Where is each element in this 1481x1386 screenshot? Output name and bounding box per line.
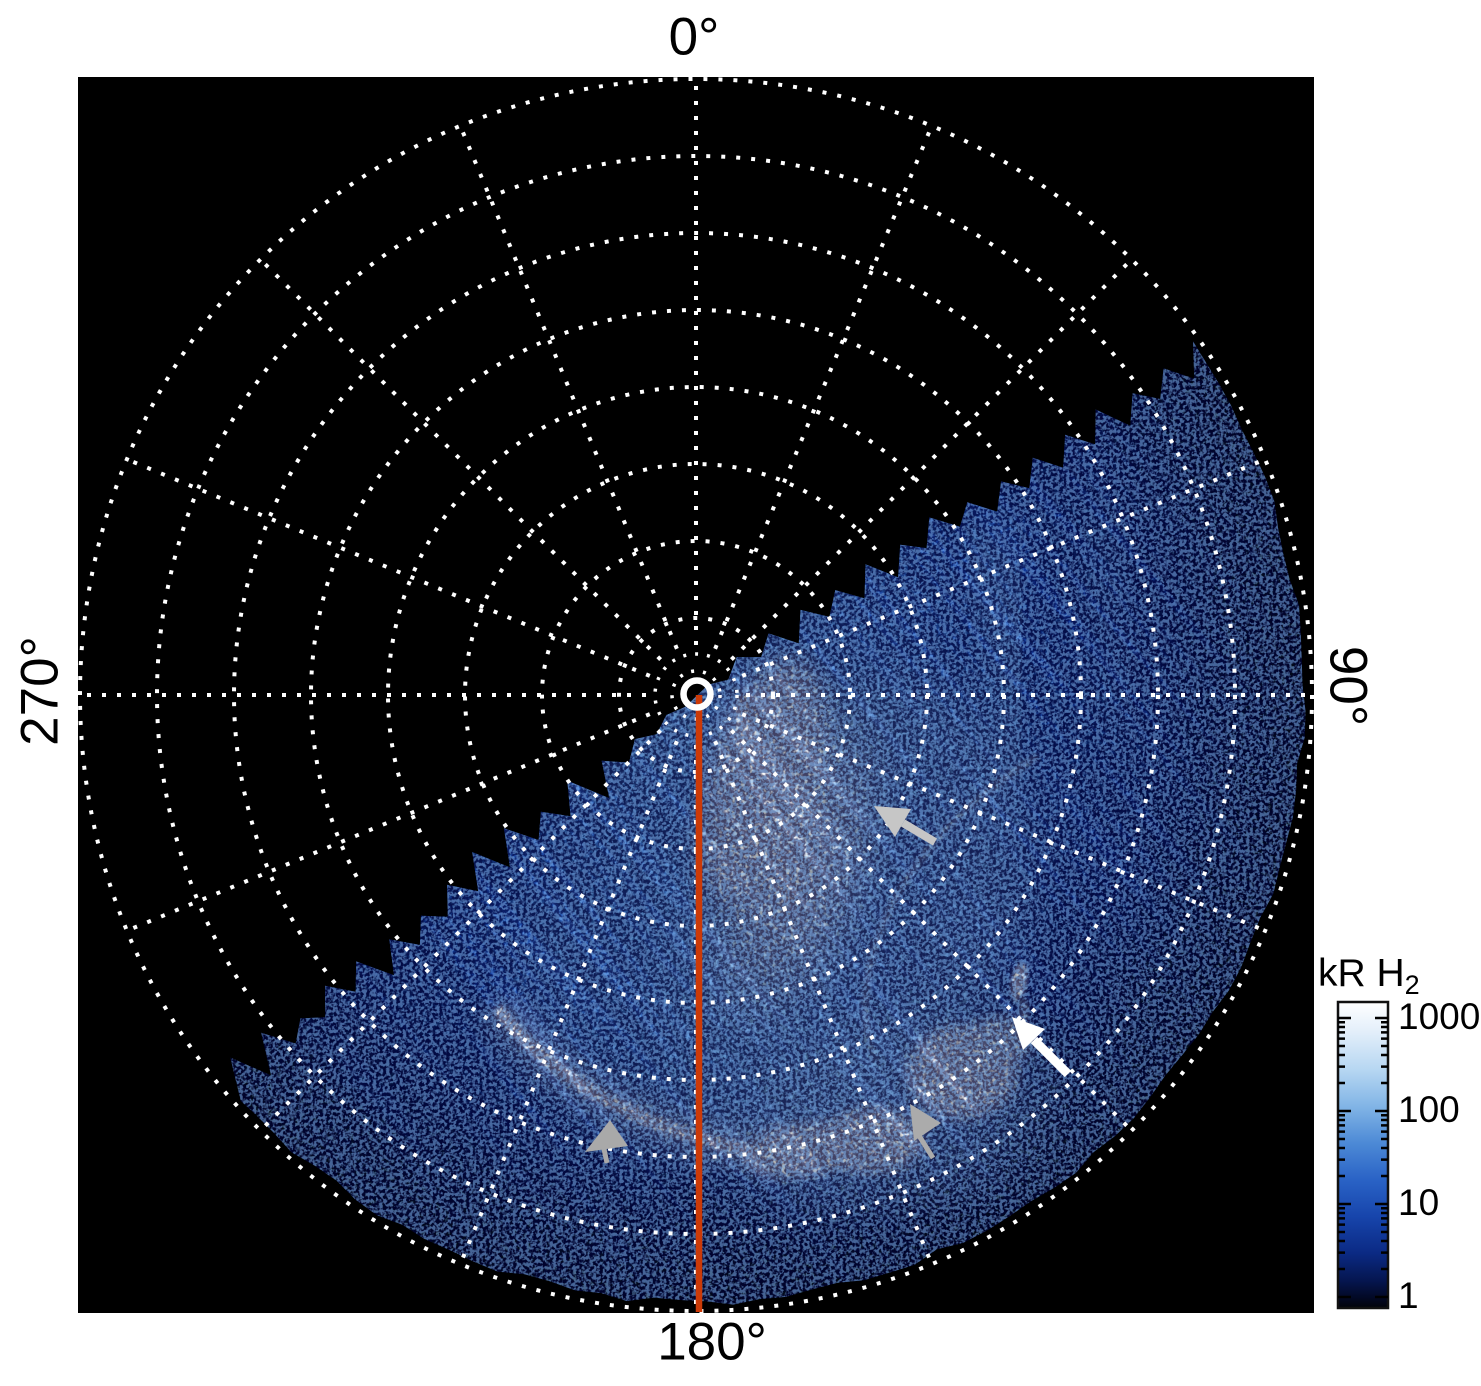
angle-label-0: 0° [668,7,720,67]
colorbar [1336,1000,1390,1310]
colorbar-title: kR H2 [1318,952,1420,1001]
colorbar-tick-label-1000: 1000 [1398,996,1481,1038]
angle-label-270: 270° [10,636,70,746]
white-arrow-annotation [1012,1017,1072,1078]
gray-arrowhead-annotation-1 [585,1120,628,1164]
colorbar-title-main: kR H [1318,952,1405,995]
colorbar-ticks [1338,1016,1388,1299]
gray-arrowhead-annotation-2 [910,1104,941,1160]
colorbar-gradient [1336,1000,1390,1310]
angle-label-180: 180° [657,1312,767,1372]
colorbar-tick-label-100: 100 [1398,1089,1460,1131]
pole-center-marker [680,677,714,711]
angle-label-90: 90° [1318,645,1378,727]
gray-arrow-annotation-1 [874,806,938,846]
colorbar-tick-label-10: 10 [1398,1182,1440,1224]
colorbar-title-sub: 2 [1404,970,1420,1000]
colorbar-tick-label-1: 1 [1398,1275,1419,1317]
